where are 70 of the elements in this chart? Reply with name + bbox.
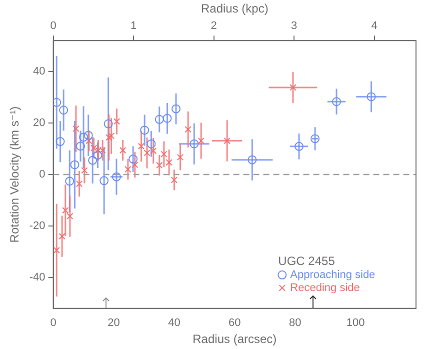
point	[156, 162, 163, 169]
point	[128, 154, 138, 164]
point	[332, 97, 342, 106]
point	[150, 147, 157, 154]
point	[176, 154, 184, 161]
point	[66, 212, 74, 220]
point	[106, 134, 112, 141]
point	[140, 126, 150, 135]
y-tick-label: -20	[29, 220, 46, 232]
point	[56, 137, 65, 146]
point	[172, 104, 181, 114]
point	[138, 142, 145, 150]
point	[112, 172, 121, 182]
point	[70, 160, 80, 170]
x2-tick-label: 2	[210, 20, 217, 32]
point	[100, 176, 109, 186]
point	[132, 161, 138, 168]
point	[59, 106, 68, 115]
point	[58, 232, 66, 240]
x-tick-label: 80	[288, 317, 302, 330]
point	[108, 132, 115, 140]
x-axis-title: Radius (arcsec)	[192, 332, 277, 346]
x2-tick-label: 1	[130, 20, 137, 32]
point	[84, 130, 93, 140]
point	[72, 125, 80, 132]
y-tick-label: 0	[39, 168, 46, 181]
point	[53, 246, 60, 254]
x-tick-label: 0	[50, 317, 56, 330]
point	[76, 142, 85, 151]
point	[184, 126, 192, 133]
x-tick-label: 40	[168, 317, 180, 330]
point	[86, 137, 92, 144]
point	[310, 134, 320, 144]
point	[93, 150, 102, 160]
point	[146, 139, 156, 148]
point	[366, 92, 376, 102]
point	[88, 156, 98, 165]
x-tick-label: 20	[108, 317, 120, 330]
point	[290, 84, 296, 91]
x-tick-label: 60	[228, 317, 241, 330]
point	[248, 155, 257, 164]
y-tick-label: 40	[33, 66, 46, 78]
point	[119, 146, 126, 154]
point	[79, 132, 88, 142]
point	[104, 119, 113, 128]
x2-tick-label: 4	[371, 20, 378, 32]
y-tick-label: -40	[29, 272, 46, 284]
point	[53, 98, 62, 107]
y-tick-label: 20	[33, 117, 46, 130]
legend-label: Receding side	[290, 282, 360, 294]
point	[144, 150, 150, 156]
point	[65, 176, 74, 186]
x2-tick-label: 0	[50, 20, 56, 32]
x2-tick-label: 3	[290, 20, 298, 32]
point	[162, 114, 172, 123]
y-axis-title: Rotation Velocity (km s⁻¹)	[8, 106, 22, 243]
point	[99, 146, 106, 154]
point	[198, 137, 204, 144]
point	[124, 166, 132, 173]
point	[190, 139, 199, 148]
legend-label: Approaching side	[290, 268, 376, 281]
point	[76, 180, 83, 188]
point	[294, 142, 304, 151]
point	[81, 167, 88, 174]
point	[154, 114, 164, 124]
point	[224, 137, 230, 144]
legend-title: UGC 2455	[278, 254, 336, 268]
point	[95, 146, 102, 154]
x2-axis-title: Radius (kpc)	[200, 2, 268, 16]
x-tick-label: 100	[346, 317, 365, 330]
